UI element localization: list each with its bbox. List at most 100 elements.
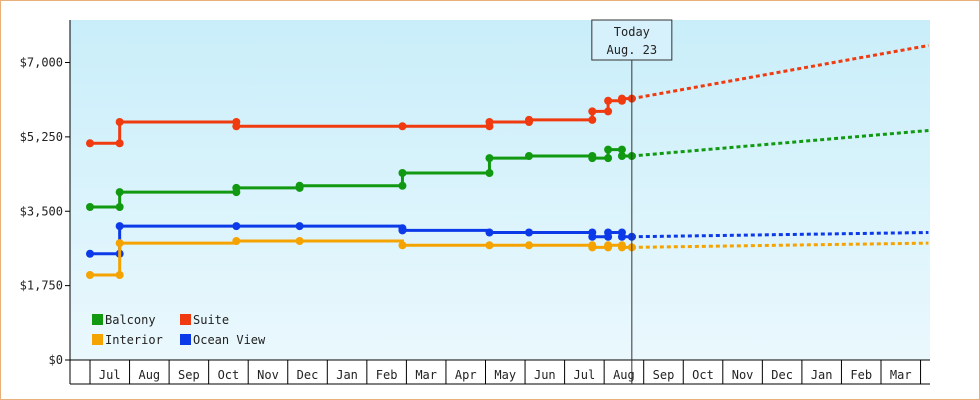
- forecast-line-suite: [631, 44, 929, 101]
- data-point-interior: [115, 239, 124, 248]
- data-point-balcony: [604, 154, 613, 163]
- today-label: Today: [614, 25, 650, 39]
- data-point-ocean-view: [588, 232, 597, 241]
- data-point-suite: [115, 139, 124, 148]
- data-point-suite: [232, 122, 241, 131]
- forecast-line-interior: [631, 241, 929, 249]
- data-point-ocean-view: [295, 222, 304, 231]
- data-point-interior: [485, 241, 494, 250]
- data-point-balcony: [604, 145, 613, 154]
- data-point-balcony: [232, 183, 241, 192]
- data-point-interior: [617, 243, 626, 252]
- data-point-interior: [398, 241, 407, 250]
- data-point-ocean-view: [485, 228, 494, 237]
- data-point-ocean-view: [115, 222, 124, 231]
- series-suite: [86, 44, 929, 148]
- y-tick-label: $0: [49, 353, 63, 367]
- data-point-ocean-view: [617, 232, 626, 241]
- data-point-balcony: [485, 154, 494, 163]
- legend-swatch-suite: [180, 314, 191, 325]
- data-point-suite: [588, 115, 597, 124]
- x-tick-label: Nov: [732, 368, 754, 382]
- data-point-suite: [604, 96, 613, 105]
- data-point-balcony: [115, 188, 124, 197]
- data-point-balcony: [398, 181, 407, 190]
- x-tick-label: Jan: [811, 368, 833, 382]
- x-tick-label: Mar: [415, 368, 437, 382]
- x-axis: Jul Aug Sep Oct Nov Dec Jan Feb Mar Apr May Jun Jul A…: [70, 359, 930, 385]
- data-point-suite: [588, 107, 597, 116]
- series-interior: [86, 237, 929, 279]
- data-point-interior: [86, 271, 94, 279]
- data-point-balcony: [115, 203, 124, 211]
- data-point-suite: [604, 107, 613, 116]
- data-point-balcony: [295, 181, 304, 190]
- y-axis: $0 $1,750 $3,500 $5,250 $7,000: [20, 20, 71, 384]
- y-tick-label: $7,000: [20, 56, 63, 70]
- y-tick-label: $5,250: [20, 130, 63, 144]
- x-tick-label: Feb: [376, 368, 398, 382]
- plot-area: [70, 20, 930, 360]
- data-point-ocean-view: [398, 226, 407, 235]
- legend-label-interior: Interior: [105, 333, 163, 347]
- x-tick-label: Oct: [218, 368, 240, 382]
- data-point-balcony: [485, 169, 494, 177]
- x-tick-label: Jul: [574, 368, 596, 382]
- data-point-interior: [115, 271, 124, 279]
- x-tick-label: Feb: [850, 368, 872, 382]
- legend-label-balcony: Balcony: [105, 313, 156, 327]
- data-point-balcony: [86, 203, 94, 211]
- today-date: Aug. 23: [607, 43, 658, 57]
- data-point-interior: [588, 243, 597, 252]
- x-tick-label: Jun: [534, 368, 556, 382]
- data-point-ocean-view: [232, 222, 241, 231]
- data-point-balcony: [588, 154, 597, 163]
- legend-label-ocean-view: Ocean View: [193, 333, 266, 347]
- data-point-ocean-view: [525, 228, 534, 237]
- data-point-suite: [398, 122, 407, 131]
- forecast-line-ocean-view: [631, 231, 929, 239]
- data-point-suite: [86, 139, 94, 148]
- data-point-interior: [232, 237, 241, 245]
- data-point-suite: [525, 115, 534, 124]
- today-marker: Today Aug. 23: [591, 19, 673, 384]
- y-tick-label: $3,500: [20, 204, 63, 218]
- data-point-balcony: [525, 152, 534, 160]
- data-point-balcony: [617, 152, 626, 160]
- x-tick-label: Dec: [771, 368, 793, 382]
- legend: Balcony Suite Interior Ocean View: [92, 313, 266, 347]
- data-point-balcony: [617, 145, 626, 154]
- x-tick-label: Aug: [613, 368, 635, 382]
- x-tick-label: Oct: [692, 368, 714, 382]
- series-balcony: [86, 129, 929, 211]
- data-point-suite: [617, 94, 626, 103]
- legend-swatch-ocean-view: [180, 334, 191, 345]
- data-point-ocean-view: [604, 228, 613, 237]
- data-point-interior: [295, 237, 304, 245]
- forecast-line-balcony: [631, 129, 929, 158]
- x-tick-label: Jul: [99, 368, 121, 382]
- x-tick-label: Apr: [455, 368, 477, 382]
- legend-swatch-interior: [92, 334, 103, 345]
- data-point-balcony: [398, 169, 407, 177]
- today-box: [591, 19, 673, 61]
- y-tick-label: $1,750: [20, 279, 63, 293]
- legend-swatch-balcony: [92, 314, 103, 325]
- legend-label-suite: Suite: [193, 313, 229, 327]
- series-layer: [86, 44, 929, 279]
- x-tick-label: Sep: [653, 368, 675, 382]
- x-tick-label: Nov: [257, 368, 279, 382]
- x-tick-label: Mar: [890, 368, 912, 382]
- x-tick-label: Jan: [336, 368, 358, 382]
- data-point-interior: [525, 241, 534, 250]
- x-tick-label: Sep: [178, 368, 200, 382]
- x-tick-label: Aug: [138, 368, 160, 382]
- series-ocean-view: [86, 222, 929, 258]
- data-point-interior: [604, 241, 613, 250]
- data-point-ocean-view: [86, 249, 94, 258]
- data-point-suite: [485, 118, 494, 126]
- x-tick-label: Dec: [297, 368, 319, 382]
- x-tick-label: May: [494, 368, 516, 382]
- data-point-suite: [115, 118, 124, 126]
